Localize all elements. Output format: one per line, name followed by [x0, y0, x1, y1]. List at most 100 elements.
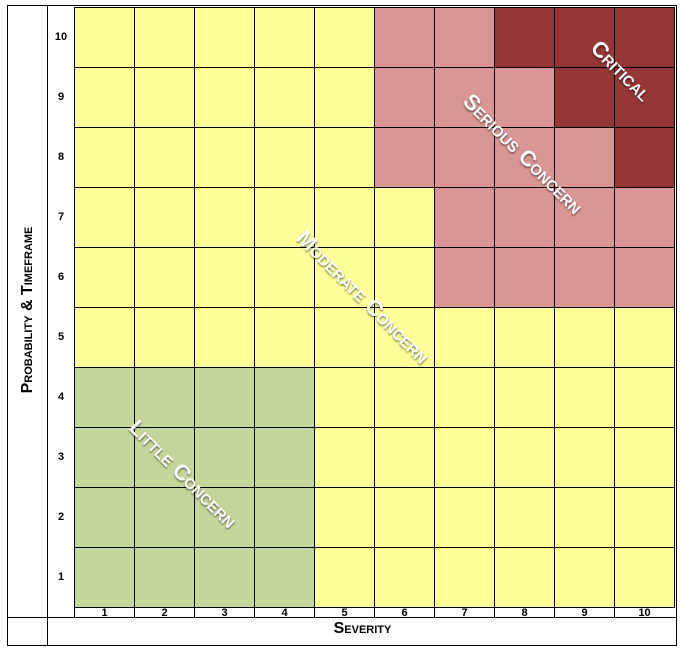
risk-cell	[554, 367, 615, 428]
risk-cell	[254, 127, 315, 188]
risk-cell	[494, 7, 555, 68]
risk-cell	[554, 307, 615, 368]
y-tick-label: 6	[57, 271, 65, 283]
x-tick-label: 4	[254, 607, 314, 619]
risk-cell	[134, 127, 195, 188]
risk-cell	[494, 367, 555, 428]
y-tick-label: 2	[57, 511, 65, 523]
risk-cell	[314, 427, 375, 488]
x-tick-label: 6	[374, 607, 434, 619]
risk-cell	[614, 247, 675, 308]
risk-cell	[494, 127, 555, 188]
x-tick-label: 8	[494, 607, 554, 619]
risk-cell	[374, 67, 435, 128]
risk-cell	[254, 547, 315, 608]
risk-cell	[74, 547, 135, 608]
risk-cell	[314, 307, 375, 368]
risk-cell	[554, 487, 615, 548]
risk-cell	[494, 307, 555, 368]
risk-cell	[554, 127, 615, 188]
risk-cell	[254, 427, 315, 488]
risk-cell	[254, 307, 315, 368]
risk-cell	[494, 487, 555, 548]
risk-cell	[494, 427, 555, 488]
risk-cell	[74, 67, 135, 128]
risk-cell	[314, 487, 375, 548]
risk-cell	[74, 187, 135, 248]
risk-cell	[374, 127, 435, 188]
risk-cell	[614, 547, 675, 608]
risk-cell	[554, 67, 615, 128]
risk-cell	[194, 127, 255, 188]
risk-cell	[494, 247, 555, 308]
risk-cell	[314, 7, 375, 68]
risk-cell	[194, 367, 255, 428]
risk-cell	[194, 67, 255, 128]
risk-cell	[134, 7, 195, 68]
risk-cell	[434, 547, 495, 608]
y-tick-label: 1	[57, 571, 65, 583]
x-tick-label: 2	[134, 607, 194, 619]
x-tick-label: 3	[194, 607, 254, 619]
risk-cell	[254, 367, 315, 428]
risk-cell	[614, 487, 675, 548]
risk-cell	[434, 67, 495, 128]
risk-cell	[74, 487, 135, 548]
risk-cell	[134, 547, 195, 608]
risk-cell	[374, 7, 435, 68]
risk-cell	[434, 7, 495, 68]
risk-cell	[314, 247, 375, 308]
y-axis-title-column	[8, 6, 48, 617]
risk-cell	[434, 127, 495, 188]
risk-cell	[194, 547, 255, 608]
risk-cell	[74, 307, 135, 368]
risk-cell	[434, 427, 495, 488]
risk-cell	[374, 367, 435, 428]
risk-cell	[134, 367, 195, 428]
risk-cell	[314, 67, 375, 128]
y-tick-label: 7	[57, 211, 65, 223]
x-tick-label: 5	[314, 607, 374, 619]
x-tick-label: 10	[614, 607, 674, 619]
risk-cell	[614, 127, 675, 188]
risk-matrix-frame: 10 9 8 7 6 5 4 3 2 1 1 2 3 4 5 6 7 8 9 10 Probability & Tim…	[7, 5, 677, 646]
risk-cell	[374, 427, 435, 488]
risk-cell	[194, 7, 255, 68]
risk-cell	[554, 547, 615, 608]
risk-cell	[194, 307, 255, 368]
risk-cell	[134, 307, 195, 368]
risk-cell	[374, 187, 435, 248]
risk-cell	[74, 367, 135, 428]
risk-cell	[134, 187, 195, 248]
x-tick-label: 7	[434, 607, 494, 619]
y-tick-label: 5	[57, 331, 65, 343]
risk-cell	[614, 367, 675, 428]
y-tick-label: 8	[57, 151, 65, 163]
y-axis-title: Probability & Timeframe	[19, 226, 36, 394]
y-tick-label: 10	[54, 31, 68, 43]
risk-cell	[74, 7, 135, 68]
risk-cell	[314, 187, 375, 248]
y-tick-label: 3	[57, 451, 65, 463]
risk-cell	[614, 67, 675, 128]
risk-cell	[614, 187, 675, 248]
risk-cell	[614, 7, 675, 68]
risk-cell	[314, 127, 375, 188]
risk-cell	[614, 427, 675, 488]
risk-cell	[314, 547, 375, 608]
y-tick-label: 4	[57, 391, 65, 403]
risk-cell	[374, 487, 435, 548]
risk-cell	[254, 487, 315, 548]
risk-cell	[254, 187, 315, 248]
x-axis-title: Severity	[333, 620, 392, 637]
risk-cell	[494, 547, 555, 608]
risk-cell	[74, 247, 135, 308]
risk-cell	[434, 367, 495, 428]
risk-cell	[434, 307, 495, 368]
risk-cell	[614, 307, 675, 368]
risk-cell	[134, 247, 195, 308]
y-tick-label: 9	[57, 91, 65, 103]
risk-cell	[554, 427, 615, 488]
risk-cell	[434, 187, 495, 248]
risk-cell	[254, 7, 315, 68]
